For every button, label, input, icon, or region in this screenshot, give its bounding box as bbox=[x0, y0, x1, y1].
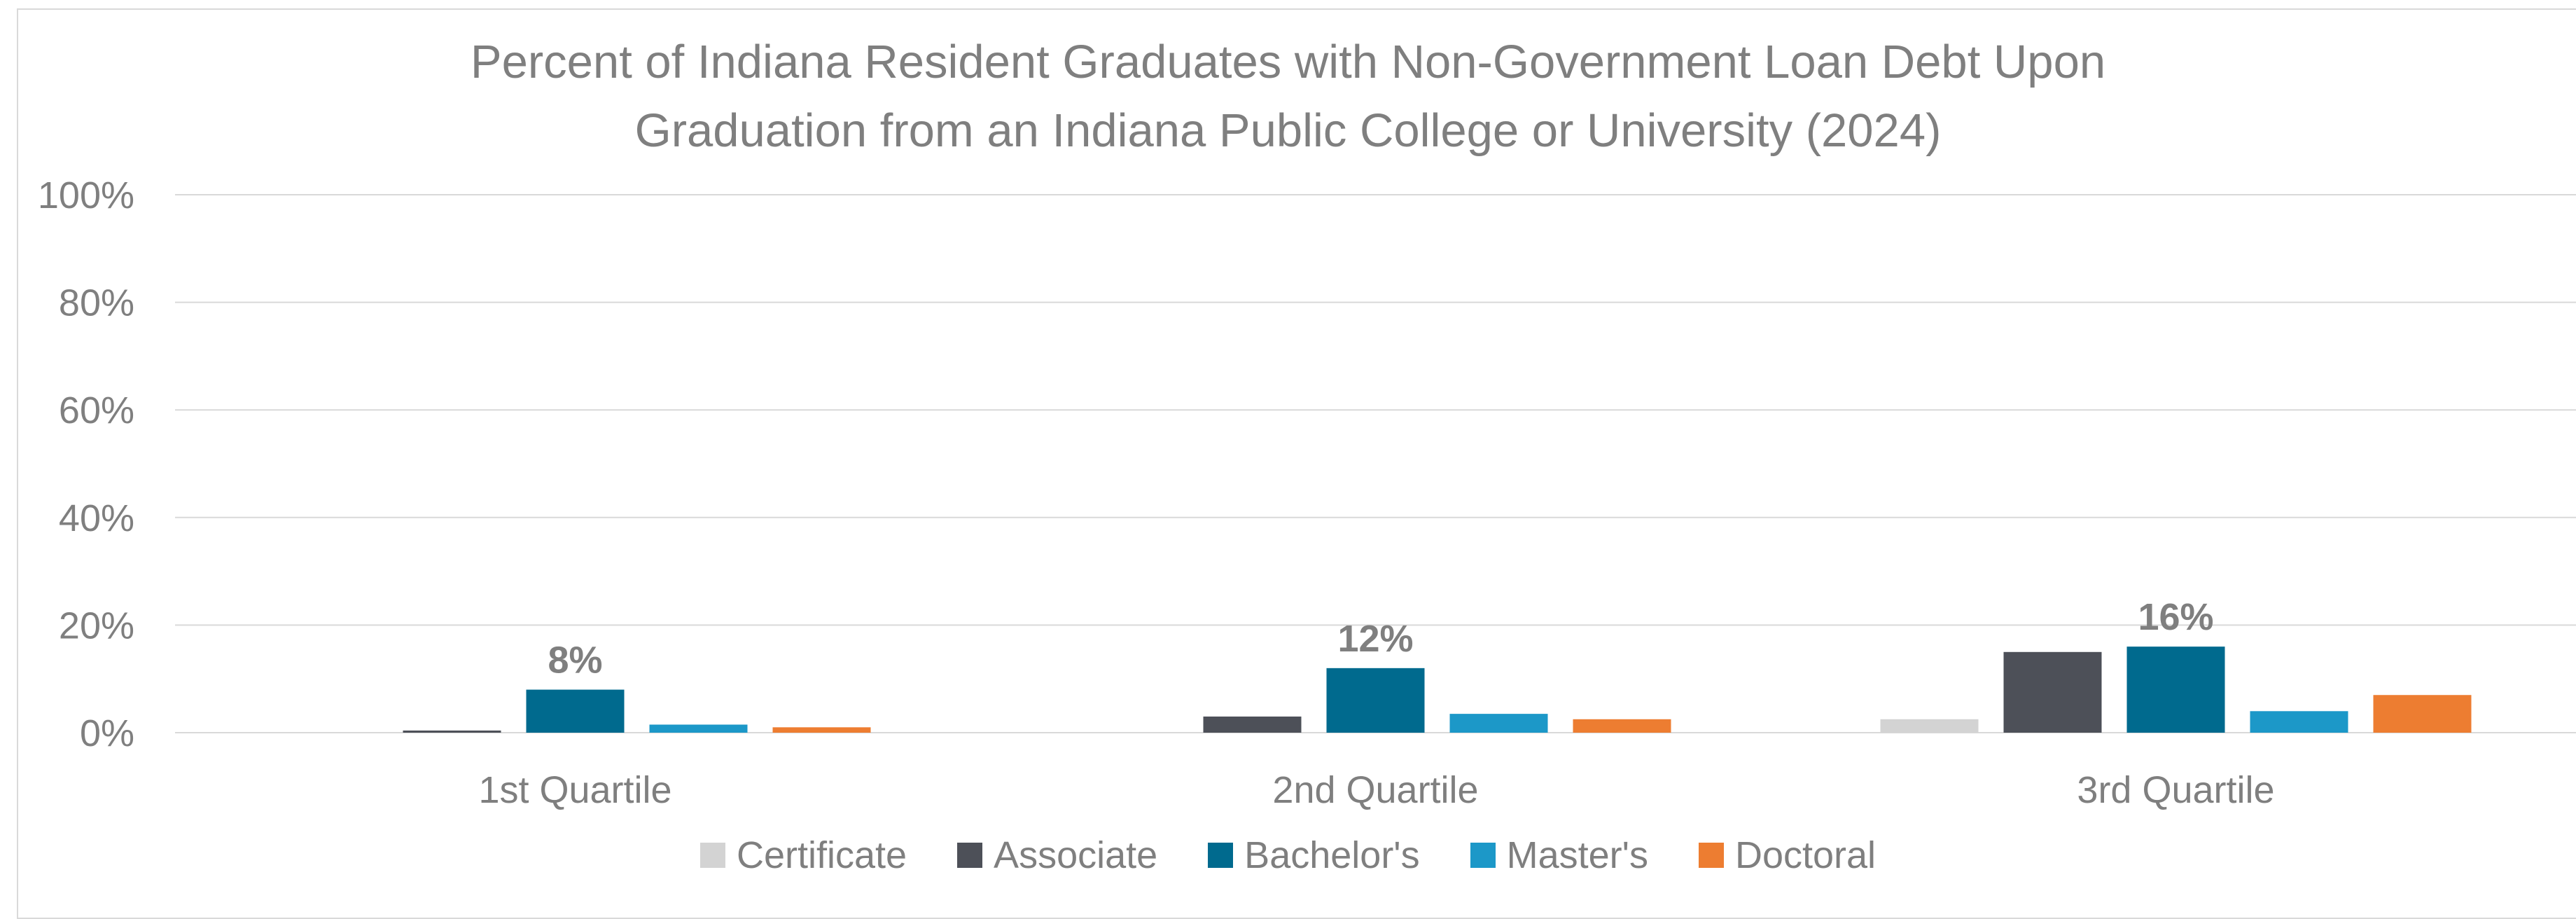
bar bbox=[1573, 719, 1671, 733]
legend-label: Certificate bbox=[736, 834, 907, 876]
data-label: 8% bbox=[548, 640, 602, 682]
legend: Certificate Associate Bachelor's Master's Do… bbox=[0, 834, 2576, 877]
chart-title: Percent of Indiana Resident Graduates wi… bbox=[470, 36, 2106, 157]
data-labels: 8% 12% 16% bbox=[548, 596, 2213, 681]
legend-swatch bbox=[1470, 843, 1496, 868]
bar bbox=[1326, 668, 1425, 733]
bar-chart: 0% 20% 40% 60% 80% 100% 8% 12% 16% 1st Quartile… bbox=[38, 174, 2576, 811]
legend-label: Associate bbox=[994, 834, 1158, 876]
bar bbox=[2003, 651, 2102, 733]
y-tick-label: 80% bbox=[59, 282, 134, 324]
legend-swatch bbox=[957, 843, 983, 868]
legend-item: Associate bbox=[957, 834, 1157, 877]
bar bbox=[649, 724, 748, 733]
legend-label: Master's bbox=[1506, 834, 1648, 876]
chart-frame bbox=[17, 8, 2576, 919]
bar bbox=[2250, 711, 2348, 733]
legend-swatch bbox=[699, 843, 725, 868]
bar bbox=[1449, 714, 1548, 733]
legend-swatch bbox=[1208, 843, 1234, 868]
legend-label: Bachelor's bbox=[1244, 834, 1420, 876]
legend-item: Certificate bbox=[699, 834, 907, 877]
legend-item: Bachelor's bbox=[1208, 834, 1420, 877]
legend-swatch bbox=[1698, 843, 1724, 868]
y-tick-label: 0% bbox=[80, 712, 134, 754]
bar bbox=[1880, 719, 1979, 733]
category-label: 1st Quartile bbox=[478, 769, 671, 811]
y-tick-label: 40% bbox=[59, 497, 134, 539]
bars bbox=[403, 647, 2472, 733]
legend-label: Doctoral bbox=[1734, 834, 1877, 876]
bar bbox=[2126, 647, 2225, 733]
bar bbox=[526, 689, 625, 733]
legend-item: Doctoral bbox=[1698, 834, 1877, 877]
y-tick-label: 100% bbox=[38, 174, 134, 216]
legend-item: Master's bbox=[1470, 834, 1648, 877]
data-label: 12% bbox=[1337, 618, 1413, 660]
category-labels: 1st Quartile 2nd Quartile 3rd Quartile bbox=[478, 769, 2274, 811]
y-tick-label: 60% bbox=[59, 389, 134, 431]
category-label: 3rd Quartile bbox=[2077, 769, 2274, 811]
bar bbox=[772, 727, 871, 733]
category-label: 2nd Quartile bbox=[1272, 769, 1478, 811]
bar bbox=[1203, 716, 1302, 733]
y-axis-ticks: 0% 20% 40% 60% 80% 100% bbox=[38, 174, 134, 754]
bar bbox=[2373, 695, 2472, 733]
bar bbox=[403, 730, 501, 733]
data-label: 16% bbox=[2138, 596, 2213, 638]
y-tick-label: 20% bbox=[59, 604, 134, 647]
